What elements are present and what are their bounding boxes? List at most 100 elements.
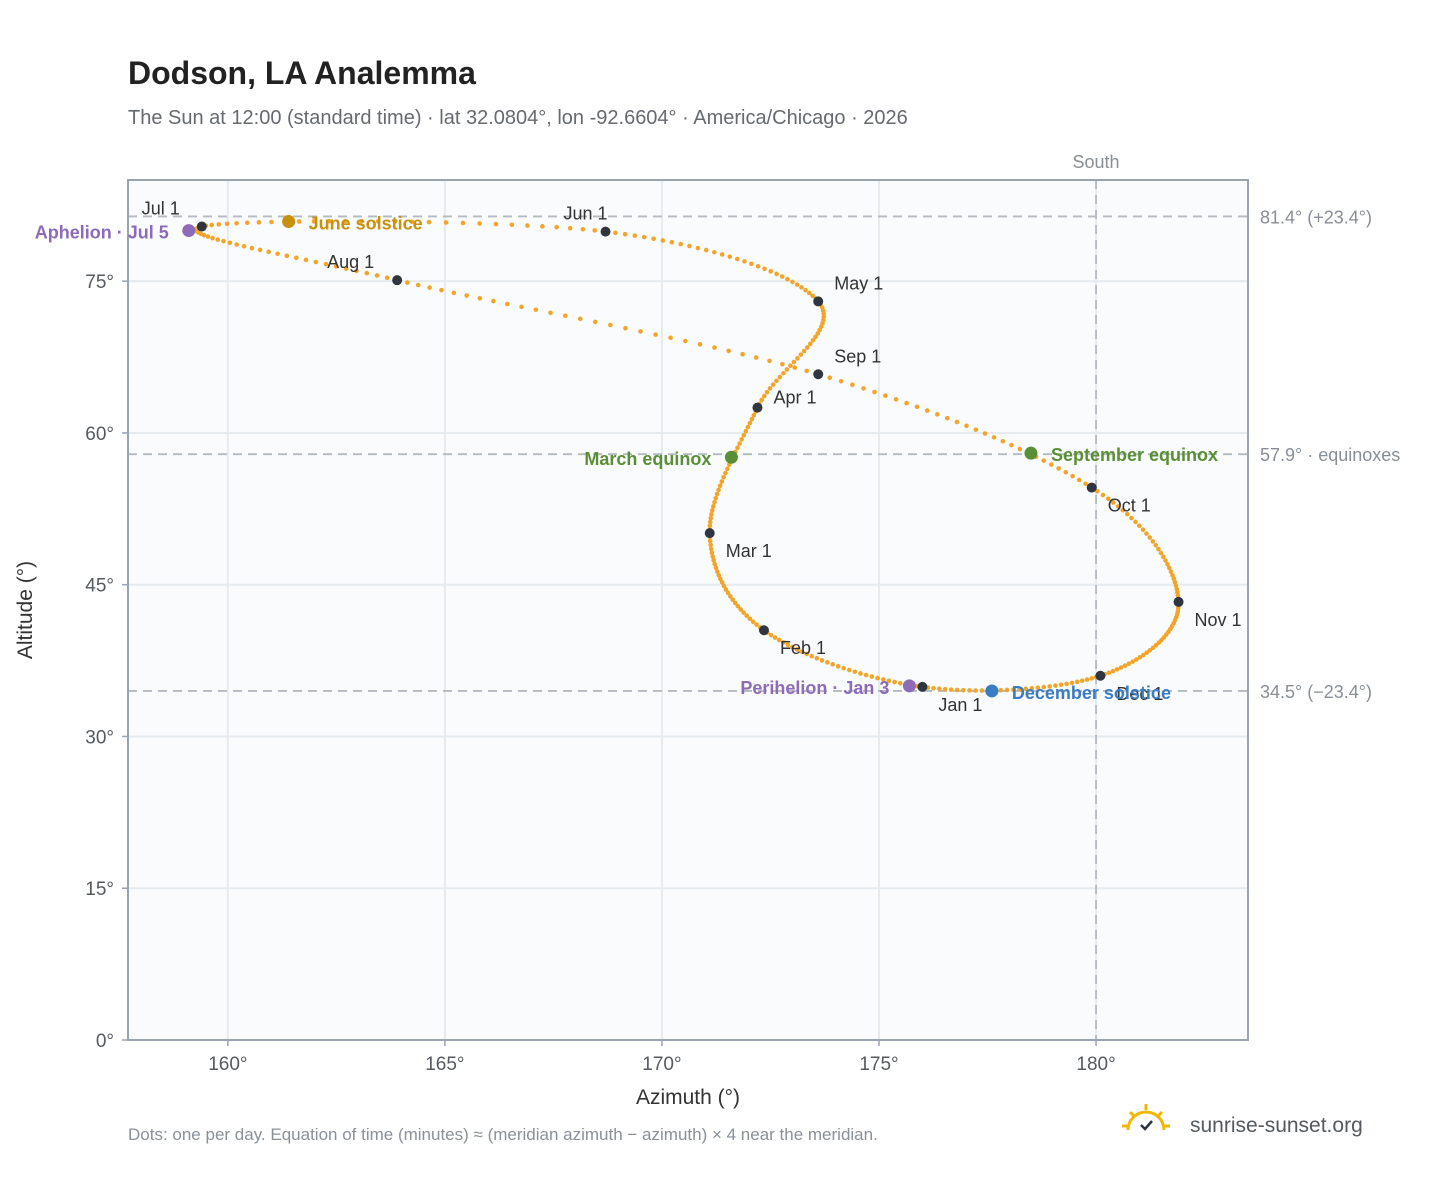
daily-sun-dot xyxy=(931,685,936,691)
daily-sun-dot xyxy=(1083,481,1088,487)
daily-sun-dot xyxy=(1053,683,1058,688)
event-marker xyxy=(902,679,916,693)
daily-sun-dot xyxy=(567,225,573,231)
event-marker xyxy=(282,214,296,228)
daily-sun-dot xyxy=(991,435,997,440)
daily-sun-dot xyxy=(936,686,942,692)
daily-sun-dot xyxy=(464,293,469,298)
daily-sun-dot xyxy=(852,669,858,675)
event-label: June solstice xyxy=(309,213,423,233)
daily-sun-dot xyxy=(774,378,779,384)
month-marker xyxy=(1086,482,1097,493)
daily-sun-dot xyxy=(713,565,719,571)
daily-sun-dot xyxy=(712,561,718,567)
daily-sun-dot xyxy=(880,677,886,682)
daily-sun-dot xyxy=(774,271,779,277)
footnote: Dots: one per day. Equation of time (min… xyxy=(128,1125,878,1144)
plot-frame xyxy=(127,179,1249,1041)
daily-sun-dot xyxy=(858,671,863,676)
daily-sun-dot xyxy=(1058,682,1064,688)
x-tick-label: 170° xyxy=(642,1054,681,1075)
daily-sun-dot xyxy=(563,313,568,319)
daily-sun-dot xyxy=(284,253,290,259)
brand-name: sunrise-sunset.org xyxy=(1190,1114,1363,1137)
daily-sun-dot xyxy=(781,640,786,645)
daily-sun-dot xyxy=(726,348,731,354)
daily-sun-dot xyxy=(1017,446,1023,452)
daily-sun-dot xyxy=(687,243,692,249)
daily-sun-dot xyxy=(577,316,583,322)
meridian-label: South xyxy=(1073,152,1120,172)
daily-sun-dot xyxy=(1035,685,1041,691)
daily-sun-dot xyxy=(830,662,836,667)
reference-line-label: 81.4° (+23.4°) xyxy=(1260,207,1372,227)
daily-sun-dot xyxy=(1153,542,1159,548)
daily-sun-dot xyxy=(548,310,553,316)
daily-sun-dot xyxy=(1163,558,1168,563)
daily-sun-dot xyxy=(1063,469,1069,475)
daily-sun-dot xyxy=(660,238,666,243)
daily-sun-dot xyxy=(711,504,716,509)
daily-sun-dot xyxy=(863,672,869,678)
daily-sun-dot xyxy=(1150,539,1156,544)
daily-sun-dot xyxy=(632,233,638,238)
daily-sun-dot xyxy=(1084,677,1090,682)
daily-sun-dot xyxy=(741,610,746,615)
daily-sun-dot xyxy=(1069,680,1075,686)
daily-sun-dot xyxy=(914,404,920,410)
daily-sun-dot xyxy=(1011,687,1016,692)
daily-sun-dot xyxy=(942,686,948,692)
daily-sun-dot xyxy=(764,389,770,395)
brand-logo: sunrise-sunset.org xyxy=(1122,1104,1363,1137)
daily-sun-dot xyxy=(749,261,754,267)
month-label: Aug 1 xyxy=(327,252,374,272)
x-tick-label: 165° xyxy=(425,1054,464,1075)
daily-sun-dot xyxy=(841,665,847,671)
daily-sun-dot xyxy=(249,245,255,251)
daily-sun-dot xyxy=(727,254,733,259)
daily-sun-dot xyxy=(776,637,782,643)
reference-lines: 81.4° (+23.4°) 57.9° · equinoxes 34.5° (−2… xyxy=(128,152,1400,1040)
month-label: Mar 1 xyxy=(726,541,772,561)
month-label: Jul 1 xyxy=(142,199,180,219)
daily-sun-dot xyxy=(266,249,271,255)
daily-sun-dot xyxy=(825,660,830,665)
daily-sun-dot xyxy=(1133,519,1138,525)
daily-sun-dot xyxy=(294,255,299,261)
daily-sun-dot xyxy=(768,632,774,638)
daily-sun-dot xyxy=(374,273,380,278)
daily-sun-dot xyxy=(1158,550,1164,556)
daily-sun-dot xyxy=(815,331,821,336)
daily-sun-dot xyxy=(712,345,717,350)
daily-sun-dot xyxy=(1100,492,1106,498)
daily-sun-dot xyxy=(1118,665,1124,670)
daily-sun-dot xyxy=(493,221,499,227)
month-label: Jun 1 xyxy=(564,204,608,224)
daily-sun-dot xyxy=(770,382,776,387)
daily-sun-dot xyxy=(1064,681,1069,687)
daily-sun-dot xyxy=(359,218,364,224)
daily-sun-dot xyxy=(1041,458,1047,463)
daily-sun-dot xyxy=(804,345,810,350)
daily-sun-dot xyxy=(892,679,897,685)
daily-sun-dot xyxy=(719,479,725,484)
daily-sun-dot xyxy=(1147,535,1153,540)
daily-sun-dot xyxy=(713,495,719,501)
daily-sun-dot xyxy=(509,222,515,228)
daily-sun-dot xyxy=(716,487,721,493)
daily-sun-dot xyxy=(1041,684,1047,690)
daily-sun-dot xyxy=(721,583,727,589)
daily-sun-dot xyxy=(683,338,688,344)
daily-sun-dot xyxy=(998,687,1004,693)
daily-sun-dot xyxy=(751,412,757,418)
daily-sun-dot xyxy=(1009,442,1014,448)
daily-sun-dot xyxy=(725,590,731,596)
daily-sun-dot xyxy=(804,368,810,374)
daily-sun-dot xyxy=(785,276,790,282)
daily-sun-dot xyxy=(1144,650,1150,655)
daily-sun-dot xyxy=(813,334,818,340)
daily-sun-dot xyxy=(893,397,899,402)
daily-sun-dot xyxy=(714,491,720,497)
daily-sun-dot xyxy=(714,569,720,574)
event-marker xyxy=(182,224,196,238)
